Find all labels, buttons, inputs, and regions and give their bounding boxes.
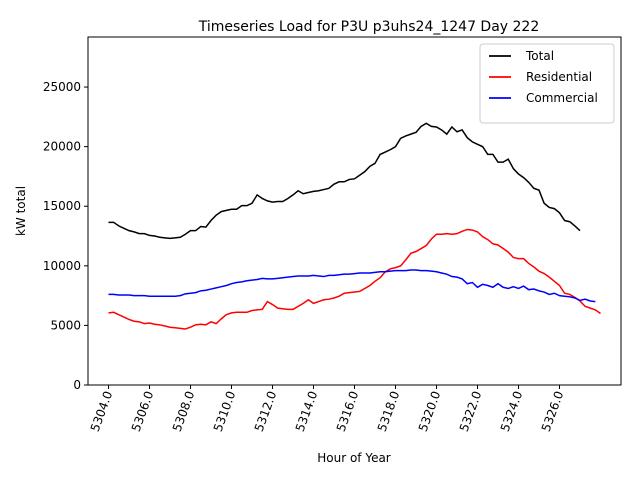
legend-label-residential: Residential	[526, 70, 592, 84]
chart-title: Timeseries Load for P3U p3uhs24_1247 Day…	[198, 19, 540, 35]
y-axis: 0 5000 10000 15000 20000 25000	[43, 80, 88, 392]
y-tick-label: 20000	[43, 140, 81, 154]
plot-lines	[108, 122, 601, 330]
legend: Total Residential Commercial	[479, 43, 615, 124]
y-tick-label: 10000	[43, 259, 81, 273]
legend-box	[479, 43, 615, 124]
y-axis-label: kW total	[14, 186, 28, 236]
legend-label-commercial: Commercial	[526, 91, 598, 105]
x-axis-label: Hour of Year	[317, 451, 391, 465]
y-tick-label: 0	[73, 378, 81, 392]
y-tick-label: 5000	[50, 318, 81, 332]
series-line-total	[108, 122, 581, 240]
series-line-commercial	[108, 269, 596, 303]
series-line-residential	[108, 228, 601, 330]
y-tick-label: 25000	[43, 80, 81, 94]
y-tick-label: 15000	[43, 199, 81, 213]
legend-label-total: Total	[525, 49, 554, 63]
